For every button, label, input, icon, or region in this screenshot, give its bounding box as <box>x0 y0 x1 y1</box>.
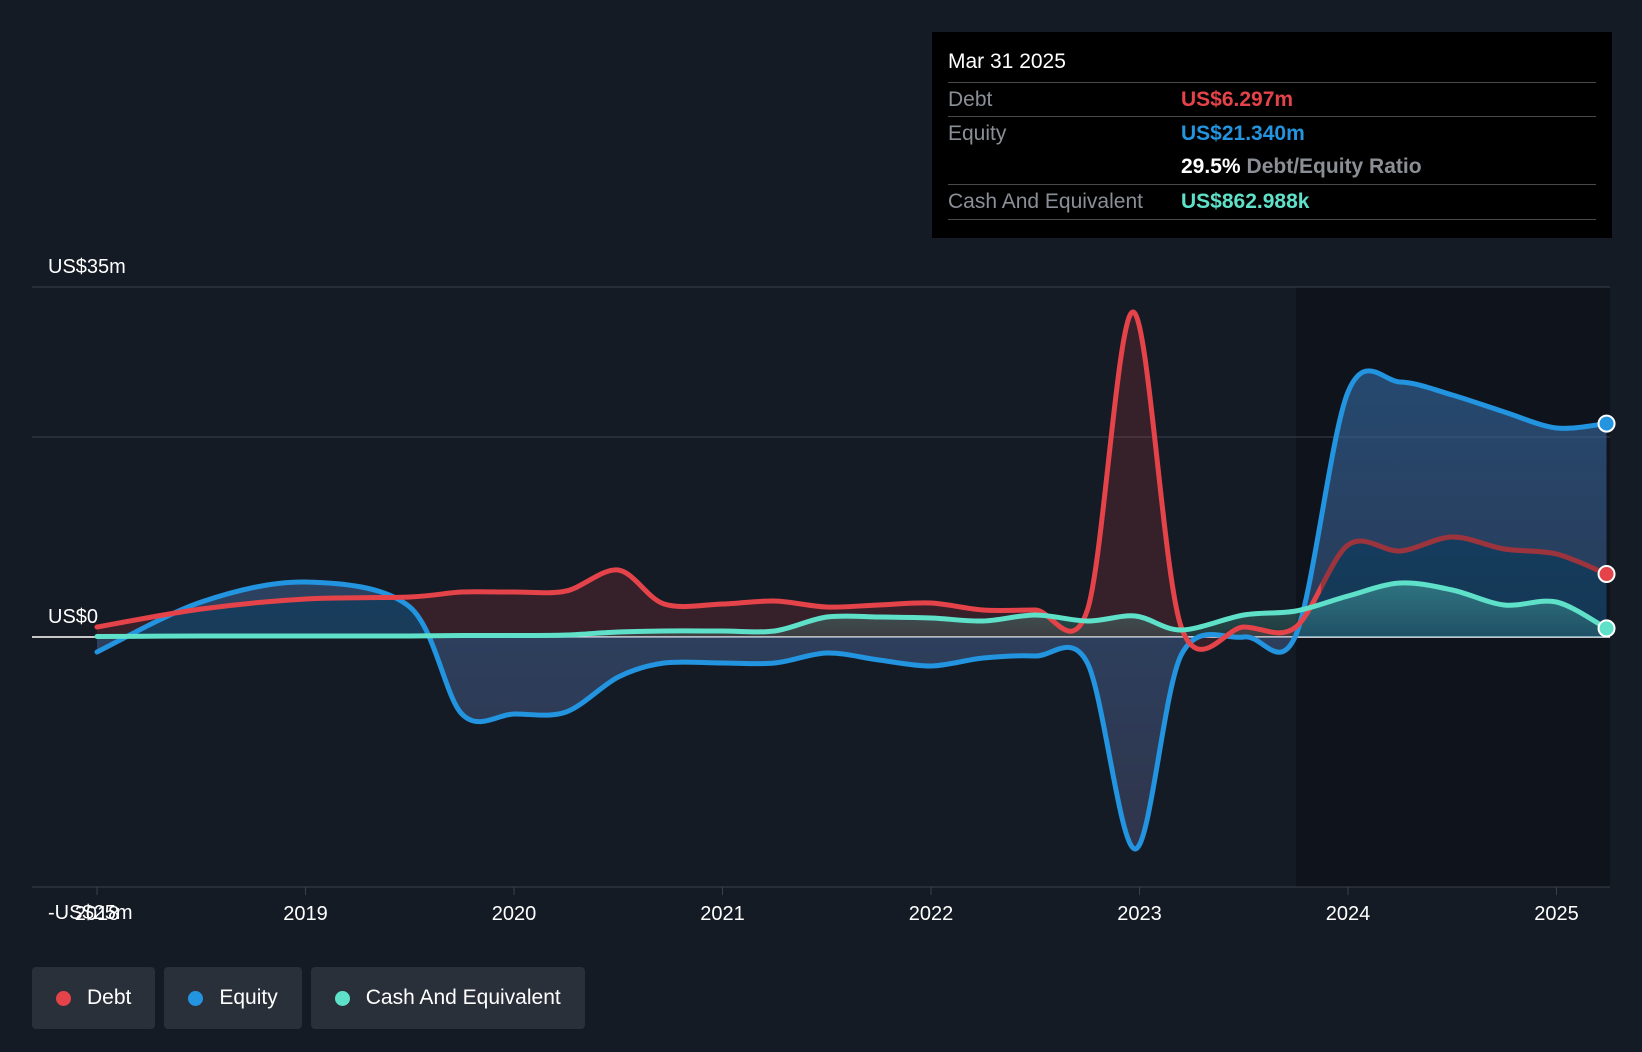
debt-end-marker <box>1597 565 1616 584</box>
x-tick-label: 2022 <box>909 903 954 925</box>
debt-dot-icon <box>56 990 71 1006</box>
tooltip-equity-value: US$21.340m <box>1181 122 1305 145</box>
tooltip-equity-label: Equity <box>948 122 1007 145</box>
tooltip-ratio-value: 29.5% <box>1181 155 1241 178</box>
cash-dot-icon <box>334 990 350 1006</box>
tooltip-debt-value: US$6.297m <box>1181 88 1294 111</box>
tooltip-ratio: 29.5% Debt/Equity Ratio <box>1181 155 1422 179</box>
hover-tooltip: Mar 31 2025 Debt US$6.297m Equity US$21.… <box>932 32 1612 238</box>
y-tick-label: -US$25m <box>48 902 132 924</box>
legend-label-cash: Cash And Equivalent <box>365 986 561 1009</box>
chart-legend: Debt Equity Cash And Equivalent <box>32 967 585 1029</box>
legend-label-debt: Debt <box>87 986 132 1009</box>
y-tick-label: US$0 <box>48 606 98 628</box>
cash-area <box>97 582 1607 637</box>
equity-dot-icon <box>188 990 204 1006</box>
tooltip-row-equity: Equity US$21.340m <box>948 116 1596 151</box>
x-tick-label: 2024 <box>1326 903 1371 925</box>
tooltip-debt-label: Debt <box>948 88 993 111</box>
cash-series-line <box>94 580 1609 639</box>
cash-end-marker <box>1597 619 1616 638</box>
legend-label-equity: Equity <box>219 986 278 1009</box>
x-tick-label: 2021 <box>700 903 745 925</box>
tooltip-ratio-label: Debt/Equity Ratio <box>1246 155 1422 178</box>
equity-series-line <box>94 368 1609 852</box>
tooltip-cash-value: US$862.988k <box>1181 190 1310 213</box>
tooltip-date: Mar 31 2025 <box>948 50 1066 73</box>
debt-series-line <box>94 309 1609 652</box>
x-tick-label: 2018 <box>75 903 120 925</box>
y-tick-label: US$35m <box>48 256 126 278</box>
tooltip-row-ratio: 29.5% Debt/Equity Ratio <box>948 150 1596 184</box>
plot-background <box>32 287 1296 887</box>
tooltip-row-cash: Cash And Equivalent US$862.988k <box>948 184 1596 220</box>
debt-recent-dim <box>1320 534 1608 594</box>
legend-item-debt[interactable]: Debt <box>32 967 156 1029</box>
x-tick-label: 2025 <box>1534 903 1579 925</box>
legend-item-equity[interactable]: Equity <box>164 967 302 1029</box>
equity-end-marker <box>1597 414 1616 433</box>
x-tick-label: 2020 <box>492 903 537 925</box>
x-tick-label: 2023 <box>1117 903 1162 925</box>
x-tick-label: 2019 <box>283 903 328 925</box>
tooltip-cash-label: Cash And Equivalent <box>948 190 1143 213</box>
tooltip-row-debt: Debt US$6.297m <box>948 82 1596 117</box>
legend-item-cash[interactable]: Cash And Equivalent <box>310 967 585 1029</box>
